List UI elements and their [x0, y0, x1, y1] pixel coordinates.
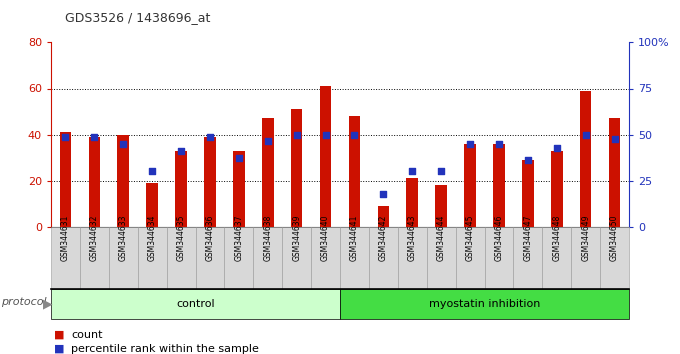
Text: ▶: ▶	[43, 297, 52, 310]
Text: GSM344641: GSM344641	[350, 214, 359, 261]
Point	[436, 169, 447, 174]
Point	[60, 134, 71, 140]
Bar	[60, 132, 71, 227]
Text: GSM344634: GSM344634	[148, 214, 156, 261]
Bar	[88, 137, 100, 227]
Bar	[204, 137, 216, 227]
Text: protocol: protocol	[1, 297, 46, 307]
Point	[349, 132, 360, 137]
Text: GSM344636: GSM344636	[205, 214, 214, 261]
Text: GSM344638: GSM344638	[263, 214, 272, 261]
Bar	[349, 116, 360, 227]
Point	[291, 132, 302, 137]
Bar	[522, 160, 534, 227]
Text: GSM344632: GSM344632	[90, 214, 99, 261]
Text: myostatin inhibition: myostatin inhibition	[429, 298, 540, 309]
Point	[175, 148, 186, 154]
Point	[147, 169, 158, 174]
Point	[580, 132, 591, 137]
Bar	[580, 91, 592, 227]
Bar	[377, 206, 389, 227]
Bar	[551, 151, 562, 227]
Text: GSM344645: GSM344645	[466, 214, 475, 261]
Point	[205, 134, 216, 140]
Bar	[175, 151, 187, 227]
Text: percentile rank within the sample: percentile rank within the sample	[71, 344, 259, 354]
Point	[464, 141, 475, 147]
Text: GDS3526 / 1438696_at: GDS3526 / 1438696_at	[65, 11, 210, 24]
Text: GSM344640: GSM344640	[321, 214, 330, 261]
Text: GSM344650: GSM344650	[610, 214, 619, 261]
Text: GSM344633: GSM344633	[119, 214, 128, 261]
Point	[118, 141, 129, 147]
Bar	[493, 144, 505, 227]
Point	[378, 192, 389, 197]
Point	[522, 157, 533, 163]
Bar	[435, 185, 447, 227]
Text: GSM344631: GSM344631	[61, 214, 70, 261]
Text: GSM344646: GSM344646	[494, 214, 503, 261]
Point	[89, 134, 100, 140]
Text: GSM344639: GSM344639	[292, 214, 301, 261]
Text: GSM344648: GSM344648	[552, 214, 561, 261]
Text: ■: ■	[54, 344, 65, 354]
Point	[233, 155, 244, 160]
Bar	[609, 118, 620, 227]
Text: GSM344644: GSM344644	[437, 214, 445, 261]
Text: ■: ■	[54, 330, 65, 339]
Point	[320, 132, 331, 137]
Text: GSM344649: GSM344649	[581, 214, 590, 261]
Point	[609, 136, 620, 142]
Point	[551, 145, 562, 151]
Point	[262, 138, 273, 144]
Bar	[146, 183, 158, 227]
Text: GSM344635: GSM344635	[177, 214, 186, 261]
Text: GSM344637: GSM344637	[235, 214, 243, 261]
Bar	[464, 144, 476, 227]
Bar	[407, 178, 418, 227]
Text: GSM344643: GSM344643	[408, 214, 417, 261]
Bar	[118, 135, 129, 227]
Bar	[320, 86, 331, 227]
Point	[494, 141, 505, 147]
Text: GSM344647: GSM344647	[524, 214, 532, 261]
Bar	[233, 151, 245, 227]
Bar	[262, 118, 273, 227]
Text: count: count	[71, 330, 103, 339]
Text: control: control	[176, 298, 215, 309]
Point	[407, 169, 418, 174]
Text: GSM344642: GSM344642	[379, 214, 388, 261]
Bar	[291, 109, 303, 227]
